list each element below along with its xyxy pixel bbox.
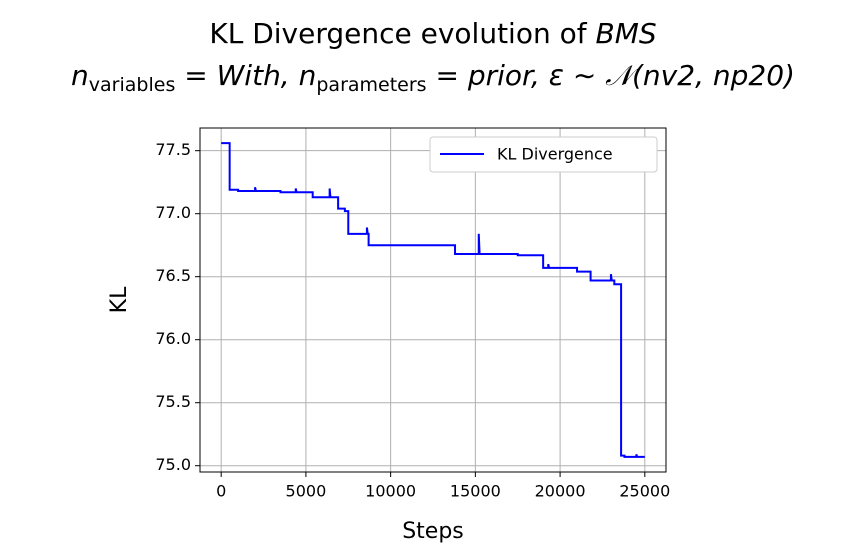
x-tick-label: 0 bbox=[216, 482, 226, 501]
subtitle-subscript: parameters bbox=[316, 74, 426, 96]
data-line bbox=[221, 142, 645, 458]
subtitle-subscript: variables bbox=[89, 74, 176, 96]
legend-label: KL Divergence bbox=[497, 145, 613, 164]
title-italic: BMS bbox=[596, 17, 657, 50]
subtitle-text: n bbox=[71, 59, 89, 92]
title-text: KL Divergence evolution of bbox=[209, 17, 595, 50]
chart-subtitle: nvariables = With, nparameters = prior, … bbox=[71, 59, 795, 96]
subtitle-text: n bbox=[299, 59, 317, 92]
y-tick-label: 77.0 bbox=[155, 203, 191, 222]
y-tick-label: 76.5 bbox=[155, 266, 191, 285]
y-tick-label: 76.0 bbox=[155, 329, 191, 348]
subtitle-text: = With, bbox=[175, 59, 298, 92]
y-axis-label: KL bbox=[107, 286, 132, 313]
x-tick-label: 15000 bbox=[450, 482, 501, 501]
y-tick-label: 77.5 bbox=[155, 140, 191, 159]
y-tick-label: 75.0 bbox=[155, 455, 191, 474]
x-axis-label: Steps bbox=[402, 519, 464, 544]
x-tick-label: 10000 bbox=[365, 482, 416, 501]
legend-box bbox=[429, 136, 658, 173]
chart-title: KL Divergence evolution of BMS bbox=[209, 17, 656, 50]
plot-frame bbox=[199, 127, 667, 473]
subtitle-text: = prior, ε ∼ 𝒩(nv2, np20) bbox=[427, 59, 795, 92]
y-tick-label: 75.5 bbox=[155, 392, 191, 411]
x-tick-label: 5000 bbox=[286, 482, 327, 501]
x-tick-label: 25000 bbox=[619, 482, 670, 501]
x-tick-label: 20000 bbox=[535, 482, 586, 501]
